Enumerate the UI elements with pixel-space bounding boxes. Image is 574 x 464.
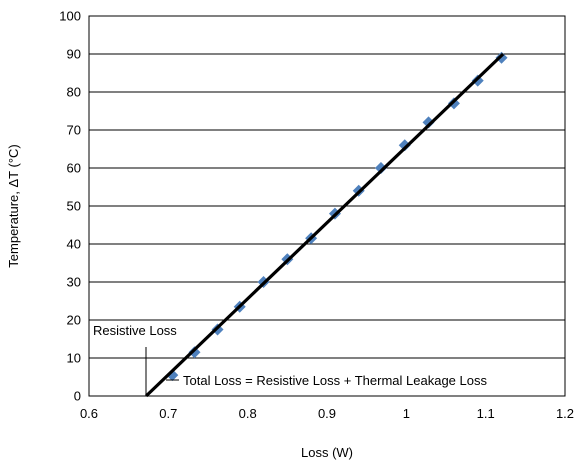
- y-tick-label: 0: [74, 389, 81, 404]
- x-axis-title: Loss (W): [301, 445, 353, 460]
- y-tick-label: 30: [67, 275, 81, 290]
- tick-labels: 0 10 20 30 40 50 60 70 80 90 100 0.6 0.7 0.8 0.9 1 1.1 1.…: [59, 9, 574, 422]
- y-tick-label: 50: [67, 199, 81, 214]
- x-tick-label: 1.2: [556, 406, 574, 421]
- y-axis-title: Temperature, ΔT (°C): [6, 144, 21, 267]
- x-tick-label: 0.6: [80, 406, 98, 421]
- total-loss-label: Total Loss = Resistive Loss + Thermal Le…: [183, 373, 487, 388]
- data-point: [495, 51, 508, 64]
- data-point: [188, 346, 201, 359]
- plot-area: [88, 15, 566, 397]
- y-tick-label: 100: [59, 9, 81, 24]
- data-point: [374, 162, 387, 174]
- y-tick-label: 80: [67, 85, 81, 100]
- resistive-loss-annotation: Resistive Loss: [93, 323, 177, 396]
- x-tick-label: 0.9: [318, 406, 336, 421]
- total-loss-annotation: Total Loss = Resistive Loss + Thermal Le…: [166, 373, 487, 388]
- x-tick-label: 0.7: [159, 406, 177, 421]
- gridlines: [89, 53, 565, 359]
- y-tick-label: 40: [67, 237, 81, 252]
- y-tick-label: 20: [67, 313, 81, 328]
- y-tick-label: 60: [67, 161, 81, 176]
- x-tick-label: 0.8: [239, 406, 257, 421]
- total-loss-fit-line: [145, 52, 505, 398]
- data-point: [422, 116, 435, 129]
- resistive-loss-label: Resistive Loss: [93, 323, 177, 338]
- data-point: [398, 139, 411, 152]
- x-tick-label: 1: [403, 406, 410, 421]
- x-tick-label: 1.1: [477, 406, 495, 421]
- y-tick-label: 10: [67, 351, 81, 366]
- y-tick-label: 70: [67, 123, 81, 138]
- data-layer: [145, 51, 508, 398]
- y-tick-label: 90: [67, 47, 81, 62]
